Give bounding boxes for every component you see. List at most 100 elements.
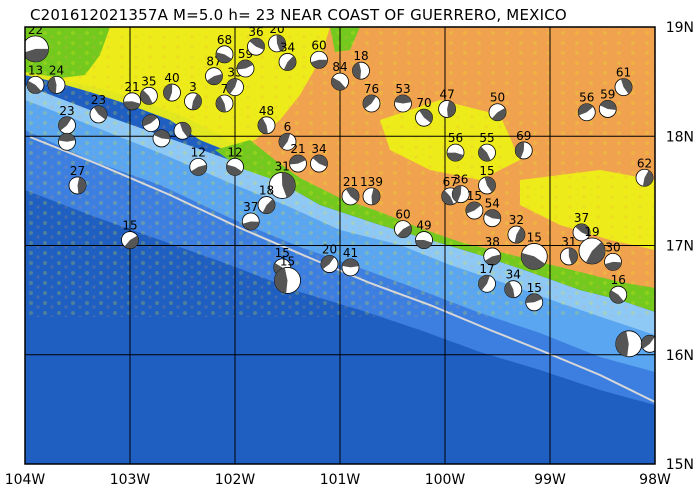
focal-mechanism[interactable]: 76 — [362, 82, 381, 113]
focal-mechanism[interactable]: 31 — [268, 159, 296, 199]
focal-mechanism[interactable]: 31 — [560, 235, 578, 266]
focal-mechanism[interactable]: 55 — [478, 131, 496, 162]
beachball-compression — [58, 133, 76, 142]
focal-mechanism[interactable]: 15 — [520, 230, 548, 270]
longitude-tick-label: 99W — [534, 472, 566, 488]
focal-mechanism[interactable]: 15 — [274, 254, 301, 294]
depth-label: 19 — [584, 225, 599, 239]
depth-label: 48 — [259, 104, 274, 118]
focal-mechanism[interactable]: 36 — [451, 173, 470, 204]
beachball-compression — [447, 100, 456, 118]
focal-mechanism[interactable] — [173, 121, 192, 140]
focal-mechanism[interactable]: 34 — [504, 268, 523, 299]
focal-mechanism[interactable]: 34 — [310, 142, 328, 173]
focal-mechanism[interactable]: 53 — [394, 82, 412, 113]
focal-mechanism[interactable]: 87 — [205, 55, 223, 86]
depth-label: 30 — [605, 240, 620, 254]
depth-label: 56 — [448, 131, 463, 145]
focal-mechanism[interactable]: 70 — [415, 96, 433, 127]
focal-mechanism[interactable]: 32 — [507, 213, 526, 244]
focal-mechanism[interactable]: 47 — [438, 87, 457, 118]
focal-mechanism[interactable] — [58, 132, 76, 151]
focal-mechanism[interactable] — [142, 114, 160, 133]
focal-mechanism[interactable]: 15 — [478, 164, 496, 195]
focal-mechanism[interactable]: 54 — [483, 197, 502, 228]
focal-mechanism[interactable]: 18 — [257, 184, 276, 214]
focal-mechanism[interactable]: 20 — [320, 243, 339, 273]
focal-mechanism[interactable]: 30 — [604, 240, 622, 271]
longitude-tick-label: 98W — [639, 472, 671, 488]
focal-mechanism[interactable]: 37 — [572, 211, 591, 242]
trench-line — [29, 136, 655, 403]
focal-mechanism[interactable]: 27 — [68, 164, 87, 195]
focal-mechanism[interactable]: 68 — [215, 33, 234, 64]
focal-mechanism[interactable]: 37 — [241, 200, 260, 231]
longitude-tick-label: 102W — [215, 472, 256, 488]
focal-mechanism[interactable]: 19 — [578, 225, 606, 265]
longitude-tick-label: 103W — [110, 472, 151, 488]
beachball-compression — [289, 155, 306, 165]
focal-mechanism[interactable]: 13 — [26, 63, 45, 94]
depth-label: 22 — [28, 23, 43, 37]
focal-mechanism[interactable]: 56 — [446, 131, 465, 162]
focal-mechanism[interactable]: 59 — [598, 87, 617, 118]
beachball-compression — [419, 109, 433, 123]
depth-label: 3 — [189, 80, 197, 94]
depth-label: 20 — [269, 22, 284, 36]
depth-label: 60 — [311, 38, 326, 52]
map-frame — [24, 26, 656, 465]
focal-mechanism[interactable]: 84 — [331, 60, 349, 91]
focal-mechanism[interactable]: 17 — [478, 262, 496, 293]
focal-mechanism[interactable]: 61 — [614, 66, 633, 96]
focal-mechanism[interactable]: 35 — [139, 74, 158, 105]
focal-mechanism[interactable]: 38 — [483, 235, 502, 266]
focal-mechanism[interactable]: 18 — [352, 49, 370, 80]
beachball-compression — [585, 241, 606, 264]
focal-mechanism[interactable]: 60 — [394, 208, 412, 239]
focal-mechanism[interactable]: 34 — [278, 40, 297, 71]
focal-mechanism[interactable]: 21 — [123, 80, 142, 111]
focal-mechanism[interactable]: 21 — [289, 142, 307, 173]
beachball-compression — [394, 94, 412, 104]
focal-mechanism[interactable]: 50 — [488, 91, 507, 122]
depth-label: 21 — [343, 175, 358, 189]
focal-mechanism[interactable] — [640, 334, 658, 353]
depth-label: 61 — [616, 66, 631, 80]
focal-mechanism[interactable]: 16 — [609, 273, 628, 304]
depth-label: 31 — [561, 235, 576, 249]
focal-mechanism[interactable] — [152, 129, 171, 148]
focal-mechanism[interactable]: 56 — [577, 91, 596, 122]
focal-mechanism[interactable]: 6 — [278, 120, 297, 151]
focal-mechanism[interactable]: 7 — [215, 82, 234, 113]
focal-mechanism[interactable]: 24 — [47, 63, 66, 94]
focal-mechanism[interactable]: 3 — [184, 80, 202, 111]
focal-mechanism[interactable]: 12 — [189, 145, 208, 176]
depth-label: 15 — [280, 254, 295, 268]
focal-mechanism[interactable]: 60 — [310, 38, 328, 69]
focal-mechanism[interactable] — [615, 330, 643, 358]
focal-mechanism[interactable]: 23 — [58, 104, 76, 135]
focal-mechanism[interactable]: 15 — [121, 219, 139, 249]
focal-mechanism[interactable]: 40 — [163, 71, 181, 102]
focal-mechanism[interactable]: 21 — [341, 175, 360, 206]
focal-mechanism[interactable]: 22 — [23, 23, 49, 63]
focal-mechanism[interactable]: 15 — [525, 281, 544, 312]
focal-mechanism[interactable]: 12 — [226, 145, 244, 176]
focal-mechanism[interactable]: 23 — [89, 93, 108, 124]
longitude-tick-label: 101W — [320, 472, 361, 488]
focal-mechanism[interactable]: 20 — [268, 22, 286, 53]
focal-mechanism[interactable]: 49 — [415, 219, 433, 249]
focal-mechanism[interactable]: 62 — [635, 156, 654, 187]
beachball-compression — [371, 188, 380, 205]
focal-mechanism[interactable]: 139 — [360, 175, 383, 206]
focal-mechanism[interactable]: 69 — [514, 129, 533, 160]
depth-label: 18 — [353, 49, 368, 63]
focal-mechanism[interactable]: 15 — [465, 189, 484, 220]
focal-mechanism[interactable]: 48 — [257, 104, 276, 135]
focal-mechanism[interactable]: 41 — [341, 246, 360, 277]
beachball-compression — [310, 59, 328, 69]
beachball-compression — [123, 101, 141, 110]
focal-mechanism[interactable]: 36 — [247, 25, 265, 56]
beachball-compression — [237, 60, 254, 70]
